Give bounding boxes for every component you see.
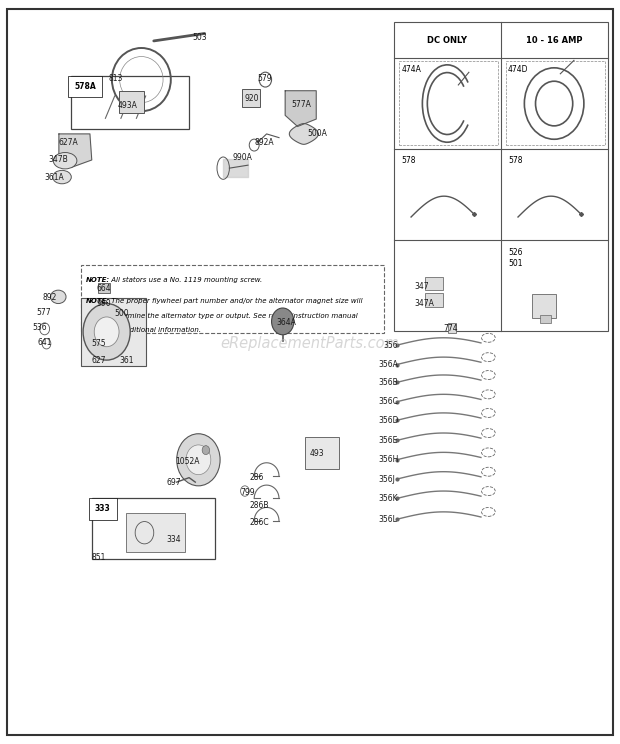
Text: 356D: 356D (378, 416, 399, 425)
Text: 356B: 356B (378, 378, 398, 387)
Text: 356H: 356H (378, 455, 399, 464)
Bar (399, 61, 498, 144)
Ellipse shape (53, 170, 71, 184)
Text: 364A: 364A (277, 318, 296, 327)
Text: 536: 536 (32, 323, 47, 332)
Bar (92, 498, 215, 559)
Text: 500: 500 (115, 310, 130, 318)
Text: 990: 990 (96, 299, 111, 308)
Text: 627A: 627A (59, 138, 79, 147)
Bar (81, 298, 146, 366)
Ellipse shape (51, 290, 66, 304)
Text: 347B: 347B (48, 155, 68, 164)
Text: 578: 578 (401, 156, 415, 165)
Bar (448, 323, 456, 333)
Text: 577A: 577A (291, 100, 311, 109)
Circle shape (186, 445, 211, 475)
Bar (71, 76, 189, 129)
Text: 10 - 16 AMP: 10 - 16 AMP (526, 36, 582, 45)
Text: 501: 501 (508, 260, 523, 269)
Text: 286C: 286C (249, 518, 269, 527)
Text: 286: 286 (249, 473, 264, 482)
Circle shape (272, 308, 294, 335)
Text: 333: 333 (95, 504, 110, 513)
Text: 356: 356 (383, 341, 398, 350)
Text: 334: 334 (166, 535, 181, 544)
Bar (394, 22, 608, 331)
Text: 577: 577 (36, 308, 51, 317)
Bar (425, 293, 443, 307)
Text: 641: 641 (37, 338, 51, 347)
Text: 813: 813 (108, 74, 123, 83)
Bar (506, 61, 605, 144)
Text: The proper flywheel part number and/or the alternator magnet size will: The proper flywheel part number and/or t… (109, 298, 363, 304)
Text: 774: 774 (443, 324, 458, 333)
Polygon shape (285, 91, 316, 126)
Circle shape (177, 434, 220, 486)
Text: 356C: 356C (378, 397, 398, 406)
Text: 526: 526 (508, 248, 523, 257)
Text: 356A: 356A (378, 360, 398, 369)
Text: 493A: 493A (118, 101, 138, 110)
Text: 347A: 347A (414, 299, 434, 308)
Circle shape (202, 446, 210, 455)
Text: NOTE:: NOTE: (86, 298, 110, 304)
Text: 990A: 990A (232, 153, 252, 162)
Text: 503: 503 (192, 33, 207, 42)
Bar (119, 91, 144, 113)
Bar (531, 294, 557, 318)
Bar (305, 437, 339, 469)
Bar (98, 283, 110, 293)
Bar (126, 513, 185, 552)
Text: 361A: 361A (45, 173, 64, 182)
Text: 575: 575 (92, 339, 107, 348)
Text: 799: 799 (241, 488, 255, 497)
Text: 361: 361 (119, 356, 133, 365)
Circle shape (83, 304, 130, 360)
Bar (81, 265, 384, 333)
Text: 474A: 474A (401, 65, 421, 74)
Ellipse shape (53, 153, 77, 169)
Text: eReplacementParts.com: eReplacementParts.com (221, 336, 399, 351)
Text: 578A: 578A (74, 82, 96, 91)
Text: 347: 347 (414, 282, 429, 291)
Bar (242, 89, 260, 107)
Text: 627: 627 (92, 356, 106, 365)
Polygon shape (290, 124, 318, 144)
Text: 286B: 286B (249, 501, 268, 510)
Text: 892: 892 (42, 293, 56, 302)
Text: 356J: 356J (378, 475, 395, 484)
Text: determine the alternator type or output. See repair instruction manual: determine the alternator type or output.… (109, 312, 358, 318)
Bar (539, 315, 551, 323)
Text: 356K: 356K (378, 494, 398, 503)
Text: All stators use a No. 1119 mounting screw.: All stators use a No. 1119 mounting scre… (109, 277, 262, 283)
Text: 578: 578 (508, 156, 523, 165)
Text: 920: 920 (245, 94, 259, 103)
Text: 664: 664 (96, 284, 111, 293)
Text: 1052A: 1052A (175, 457, 200, 466)
Text: 356L: 356L (378, 515, 397, 524)
Text: 500A: 500A (307, 129, 327, 138)
Text: 851: 851 (92, 554, 106, 562)
Text: 579: 579 (257, 74, 272, 83)
Text: 892A: 892A (254, 138, 274, 147)
Text: 493: 493 (310, 449, 325, 458)
Text: for additional information.: for additional information. (109, 327, 202, 333)
Polygon shape (59, 134, 92, 167)
Bar (425, 277, 443, 290)
Text: NOTE:: NOTE: (86, 277, 110, 283)
Text: 356E: 356E (378, 436, 397, 445)
Text: DC ONLY: DC ONLY (427, 36, 467, 45)
Text: 474D: 474D (508, 65, 529, 74)
Circle shape (94, 317, 119, 347)
Text: 697: 697 (166, 478, 181, 487)
